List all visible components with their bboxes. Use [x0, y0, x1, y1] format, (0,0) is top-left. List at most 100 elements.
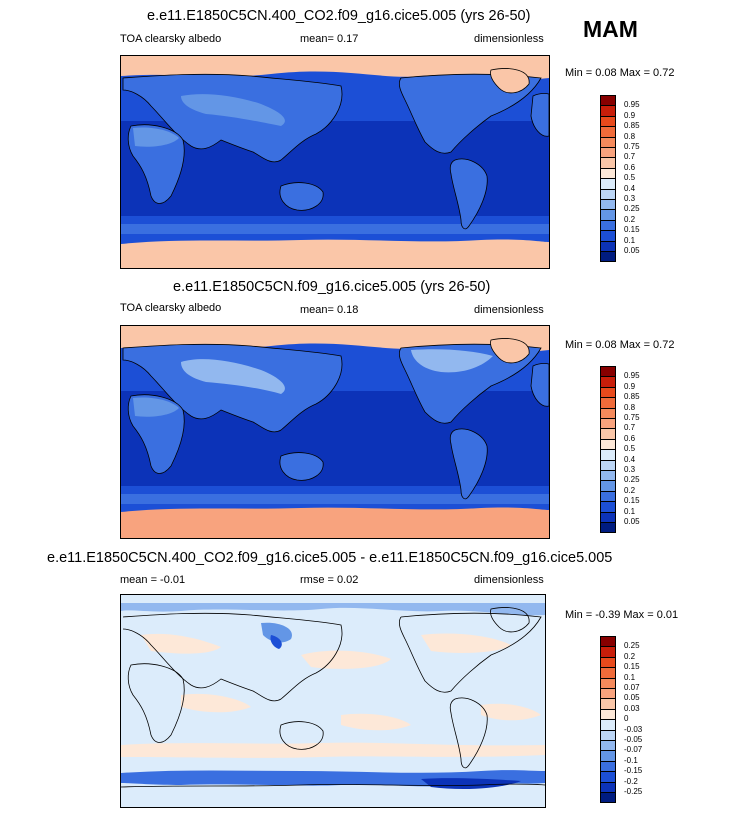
colorbar-label: 0.9 — [624, 110, 636, 120]
panel-1-units: dimensionless — [474, 33, 544, 45]
ocean-south-band — [121, 494, 549, 504]
colorbar-swatch — [600, 251, 616, 263]
greenland — [490, 68, 530, 94]
panel-1-mean: mean= 0.17 — [300, 33, 359, 45]
colorbar-swatch — [600, 522, 616, 534]
panel-1-minmax: Min = 0.08 Max = 0.72 — [565, 67, 675, 79]
colorbar-label: 0.4 — [624, 454, 636, 464]
colorbar-label: 0.25 — [624, 204, 640, 214]
panel-3-units: dimensionless — [474, 574, 544, 586]
antarctica — [121, 507, 549, 538]
colorbar-label: 0.75 — [624, 413, 640, 422]
asia-highlands — [181, 94, 285, 126]
colorbar-label: 0.3 — [624, 465, 636, 474]
eurasia — [122, 343, 343, 433]
panel-2-field-label: TOA clearsky albedo — [120, 302, 222, 314]
colorbar-label: 0.95 — [624, 371, 640, 381]
colorbar-label: 0.1 — [624, 672, 636, 682]
colorbar-label: 0.9 — [624, 381, 636, 391]
positive-patch — [421, 633, 511, 653]
positive-patch — [481, 703, 541, 721]
colorbar-label: -0.07 — [624, 745, 643, 755]
colorbar-label: 0.1 — [624, 506, 636, 516]
asia-negative — [261, 622, 292, 643]
coastlines — [121, 607, 545, 788]
colorbar-label: 0.4 — [624, 183, 636, 193]
australia — [279, 182, 324, 211]
colorbar-label: 0.05 — [624, 246, 640, 255]
colorbar-label: 0.15 — [624, 225, 640, 235]
colorbar-label: 0 — [624, 714, 629, 724]
colorbar-label: 0.05 — [624, 693, 640, 703]
colorbar-label: 0.85 — [624, 121, 640, 131]
colorbar-label: 0.25 — [624, 641, 640, 651]
colorbar-label: 0.25 — [624, 475, 640, 485]
colorbar-label: -0.15 — [624, 766, 643, 776]
colorbar-label: 0.5 — [624, 444, 636, 454]
south-america — [449, 428, 488, 500]
ocean-south-band — [121, 224, 549, 234]
colorbar-label: 0.85 — [624, 392, 640, 402]
season-label: MAM — [583, 16, 638, 42]
panel-3-minmax: Min = -0.39 Max = 0.01 — [565, 609, 679, 621]
panel-3-map — [120, 594, 546, 808]
panel-2-mean: mean= 0.18 — [300, 304, 359, 316]
colorbar-label: 0.8 — [624, 402, 636, 412]
panel-1-title: e.e11.E1850C5CN.400_CO2.f09_g16.cice5.00… — [147, 8, 531, 24]
colorbar-label: 0.03 — [624, 703, 640, 713]
panel-2-title: e.e11.E1850C5CN.f09_g16.cice5.005 (yrs 2… — [173, 279, 491, 295]
panel-1-field-label: TOA clearsky albedo — [120, 33, 222, 45]
panel-2-map — [120, 325, 550, 539]
colorbar-label: 0.8 — [624, 131, 636, 141]
colorbar-label: 0.6 — [624, 433, 636, 443]
europe-wrap — [530, 93, 549, 137]
panel-2-units: dimensionless — [474, 304, 544, 316]
antarctica-area — [121, 788, 545, 807]
europe-wrap — [530, 363, 549, 407]
positive-patch — [301, 650, 391, 669]
colorbar-label: 0.6 — [624, 162, 636, 172]
colorbar-label: -0.2 — [624, 776, 638, 786]
colorbar-label: 0.2 — [624, 485, 636, 495]
colorbar-label: 0.75 — [624, 142, 640, 151]
colorbar-label: 0.05 — [624, 517, 640, 526]
colorbar-label: -0.1 — [624, 755, 638, 765]
arctic-negative — [121, 603, 545, 616]
colorbar-label: 0.7 — [624, 152, 636, 162]
colorbar-label: 0.15 — [624, 662, 640, 672]
sahara — [133, 397, 179, 417]
arctic-edge — [121, 595, 545, 603]
colorbar-label: 0.2 — [624, 214, 636, 224]
positive-patch — [181, 693, 251, 713]
colorbar-label: -0.05 — [624, 735, 643, 744]
positive-band — [121, 742, 545, 758]
colorbar-label: 0.7 — [624, 423, 636, 433]
positive-patch — [141, 633, 221, 654]
colorbar-label: -0.25 — [624, 787, 643, 796]
colorbar-swatch — [600, 792, 616, 804]
panel-1-map — [120, 55, 550, 269]
colorbar-label: 0.15 — [624, 496, 640, 506]
panel-3-rmse: rmse = 0.02 — [300, 574, 359, 586]
panel-3-mean: mean = -0.01 — [120, 574, 186, 586]
antarctica — [121, 239, 549, 268]
asia-highlands — [181, 359, 285, 394]
canada-snow — [411, 349, 493, 373]
greenland — [490, 338, 530, 364]
colorbar-label: 0.3 — [624, 194, 636, 203]
south-america — [449, 158, 488, 230]
colorbar-label: 0.07 — [624, 683, 640, 692]
australia — [279, 452, 324, 481]
panel-2-minmax: Min = 0.08 Max = 0.72 — [565, 339, 675, 351]
colorbar-label: 0.2 — [624, 651, 636, 661]
colorbar-label: 0.1 — [624, 235, 636, 245]
sahara — [133, 127, 179, 147]
colorbar-label: 0.5 — [624, 173, 636, 183]
asia-strong-negative — [270, 635, 282, 649]
arctic-ice — [121, 56, 549, 80]
positive-patch — [341, 713, 411, 731]
colorbar-label: 0.95 — [624, 100, 640, 110]
southern-ocean-strong-negative — [421, 778, 521, 789]
eurasia — [122, 73, 343, 163]
panel-3-title: e.e11.E1850C5CN.400_CO2.f09_g16.cice5.00… — [47, 550, 613, 566]
